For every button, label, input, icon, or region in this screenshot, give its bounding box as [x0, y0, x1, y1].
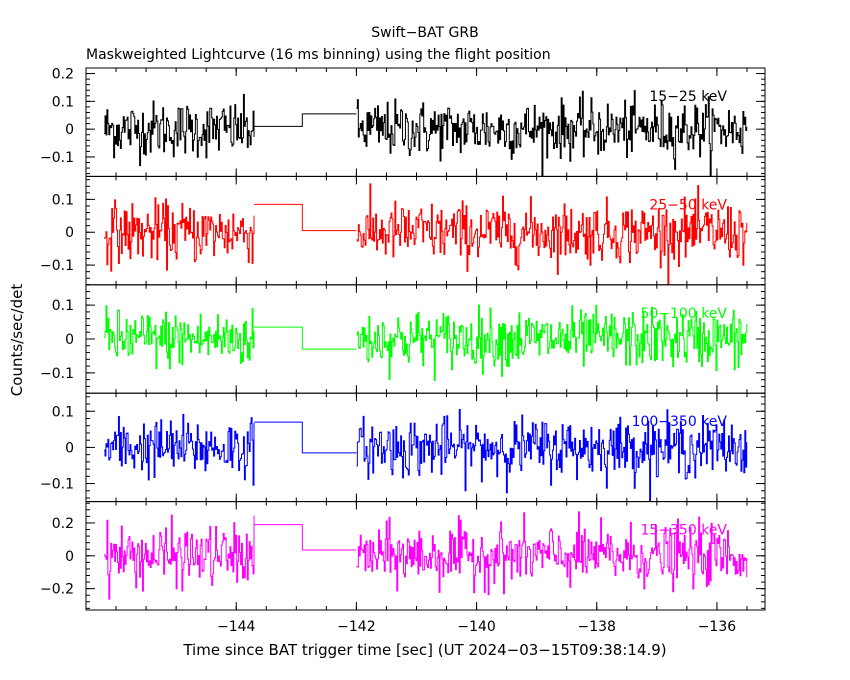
- chart-subtitle: Maskweighted Lightcurve (16 ms binning) …: [86, 47, 551, 63]
- y-tick-label: 0: [65, 225, 74, 241]
- y-tick-label: 0.1: [52, 298, 74, 314]
- series-4-label: 100−350 keV: [632, 414, 728, 430]
- panel-4-frame: [85, 392, 766, 503]
- panel-1: −0.1 0 0.1 0.2 15−25 keV: [40, 67, 766, 177]
- y-tick-label: 0: [65, 440, 74, 456]
- series-5-segment-1: [104, 514, 255, 600]
- y-tick-label: −0.1: [40, 366, 74, 382]
- x-tick-label: −140: [457, 619, 495, 635]
- panels-group: −0.100.10.215−25 keV−0.100.1 25−50 keV−0.…: [40, 67, 766, 635]
- x-tick-label: −136: [698, 619, 737, 635]
- series-3-lines: [104, 304, 748, 381]
- series-4-gap-step: [254, 421, 357, 454]
- series-5-label: 15−350 keV: [640, 523, 727, 539]
- series-3-segment-2: [356, 304, 748, 381]
- series-5-gap-step: [254, 524, 357, 551]
- series-4-segment-2: [356, 409, 748, 502]
- series-3-gap-step: [254, 326, 357, 350]
- x-tick-label: −138: [578, 619, 616, 635]
- x-tick-label: −142: [337, 619, 375, 635]
- series-2-label: 25−50 keV: [649, 197, 727, 213]
- series-4-segment-1: [104, 413, 255, 486]
- series-2-segment-1: [104, 197, 255, 272]
- y-tick-label: 0.1: [52, 404, 74, 420]
- y-tick-label: 0.2: [52, 67, 74, 83]
- series-1-segment-1: [104, 93, 255, 167]
- series-4-lines: [104, 409, 748, 502]
- series-3-label: 50−100 keV: [640, 306, 727, 322]
- y-tick-label: 0.1: [52, 192, 74, 208]
- y-axis-label: Counts/sec/det: [8, 284, 26, 397]
- series-1-segment-2: [356, 90, 748, 177]
- y-tick-label: −0.1: [40, 477, 74, 493]
- series-2-gap-step: [254, 203, 357, 232]
- series-1-lines: [104, 90, 748, 177]
- y-tick-label: 0.1: [52, 94, 74, 110]
- chart-title: Swift−BAT GRB: [371, 25, 478, 41]
- series-3-segment-1: [104, 305, 255, 370]
- panel-3: −0.1 0 0.1 50−100 keV: [40, 284, 766, 394]
- series-1-label: 15−25 keV: [649, 89, 727, 105]
- series-1-gap-step: [254, 113, 357, 127]
- x-axis-label: Time since BAT trigger time [sec] (UT 20…: [182, 641, 666, 659]
- y-tick-label: 0.2: [52, 516, 74, 532]
- series-2-lines: [104, 183, 748, 285]
- y-tick-label: −0.2: [40, 582, 74, 598]
- y-tick-label: 0: [65, 122, 74, 138]
- y-tick-label: 0: [65, 332, 74, 348]
- x-tick-label: −144: [217, 619, 256, 635]
- series-5-lines: [104, 511, 748, 600]
- panel-2: −0.1 0 0.1 25−50 keV: [40, 175, 766, 286]
- y-tick-label: −0.1: [40, 258, 74, 274]
- panel-4: −0.1 0 0.1 100−350 keV: [40, 392, 766, 503]
- y-tick-label: −0.1: [40, 150, 74, 166]
- y-tick-label: 0: [65, 549, 74, 565]
- series-2-segment-2: [356, 183, 748, 285]
- panel-2-frame: [85, 175, 766, 286]
- series-5-segment-2: [356, 511, 748, 596]
- panel-5: −0.2 0 0.2 15−350 keV: [40, 501, 766, 611]
